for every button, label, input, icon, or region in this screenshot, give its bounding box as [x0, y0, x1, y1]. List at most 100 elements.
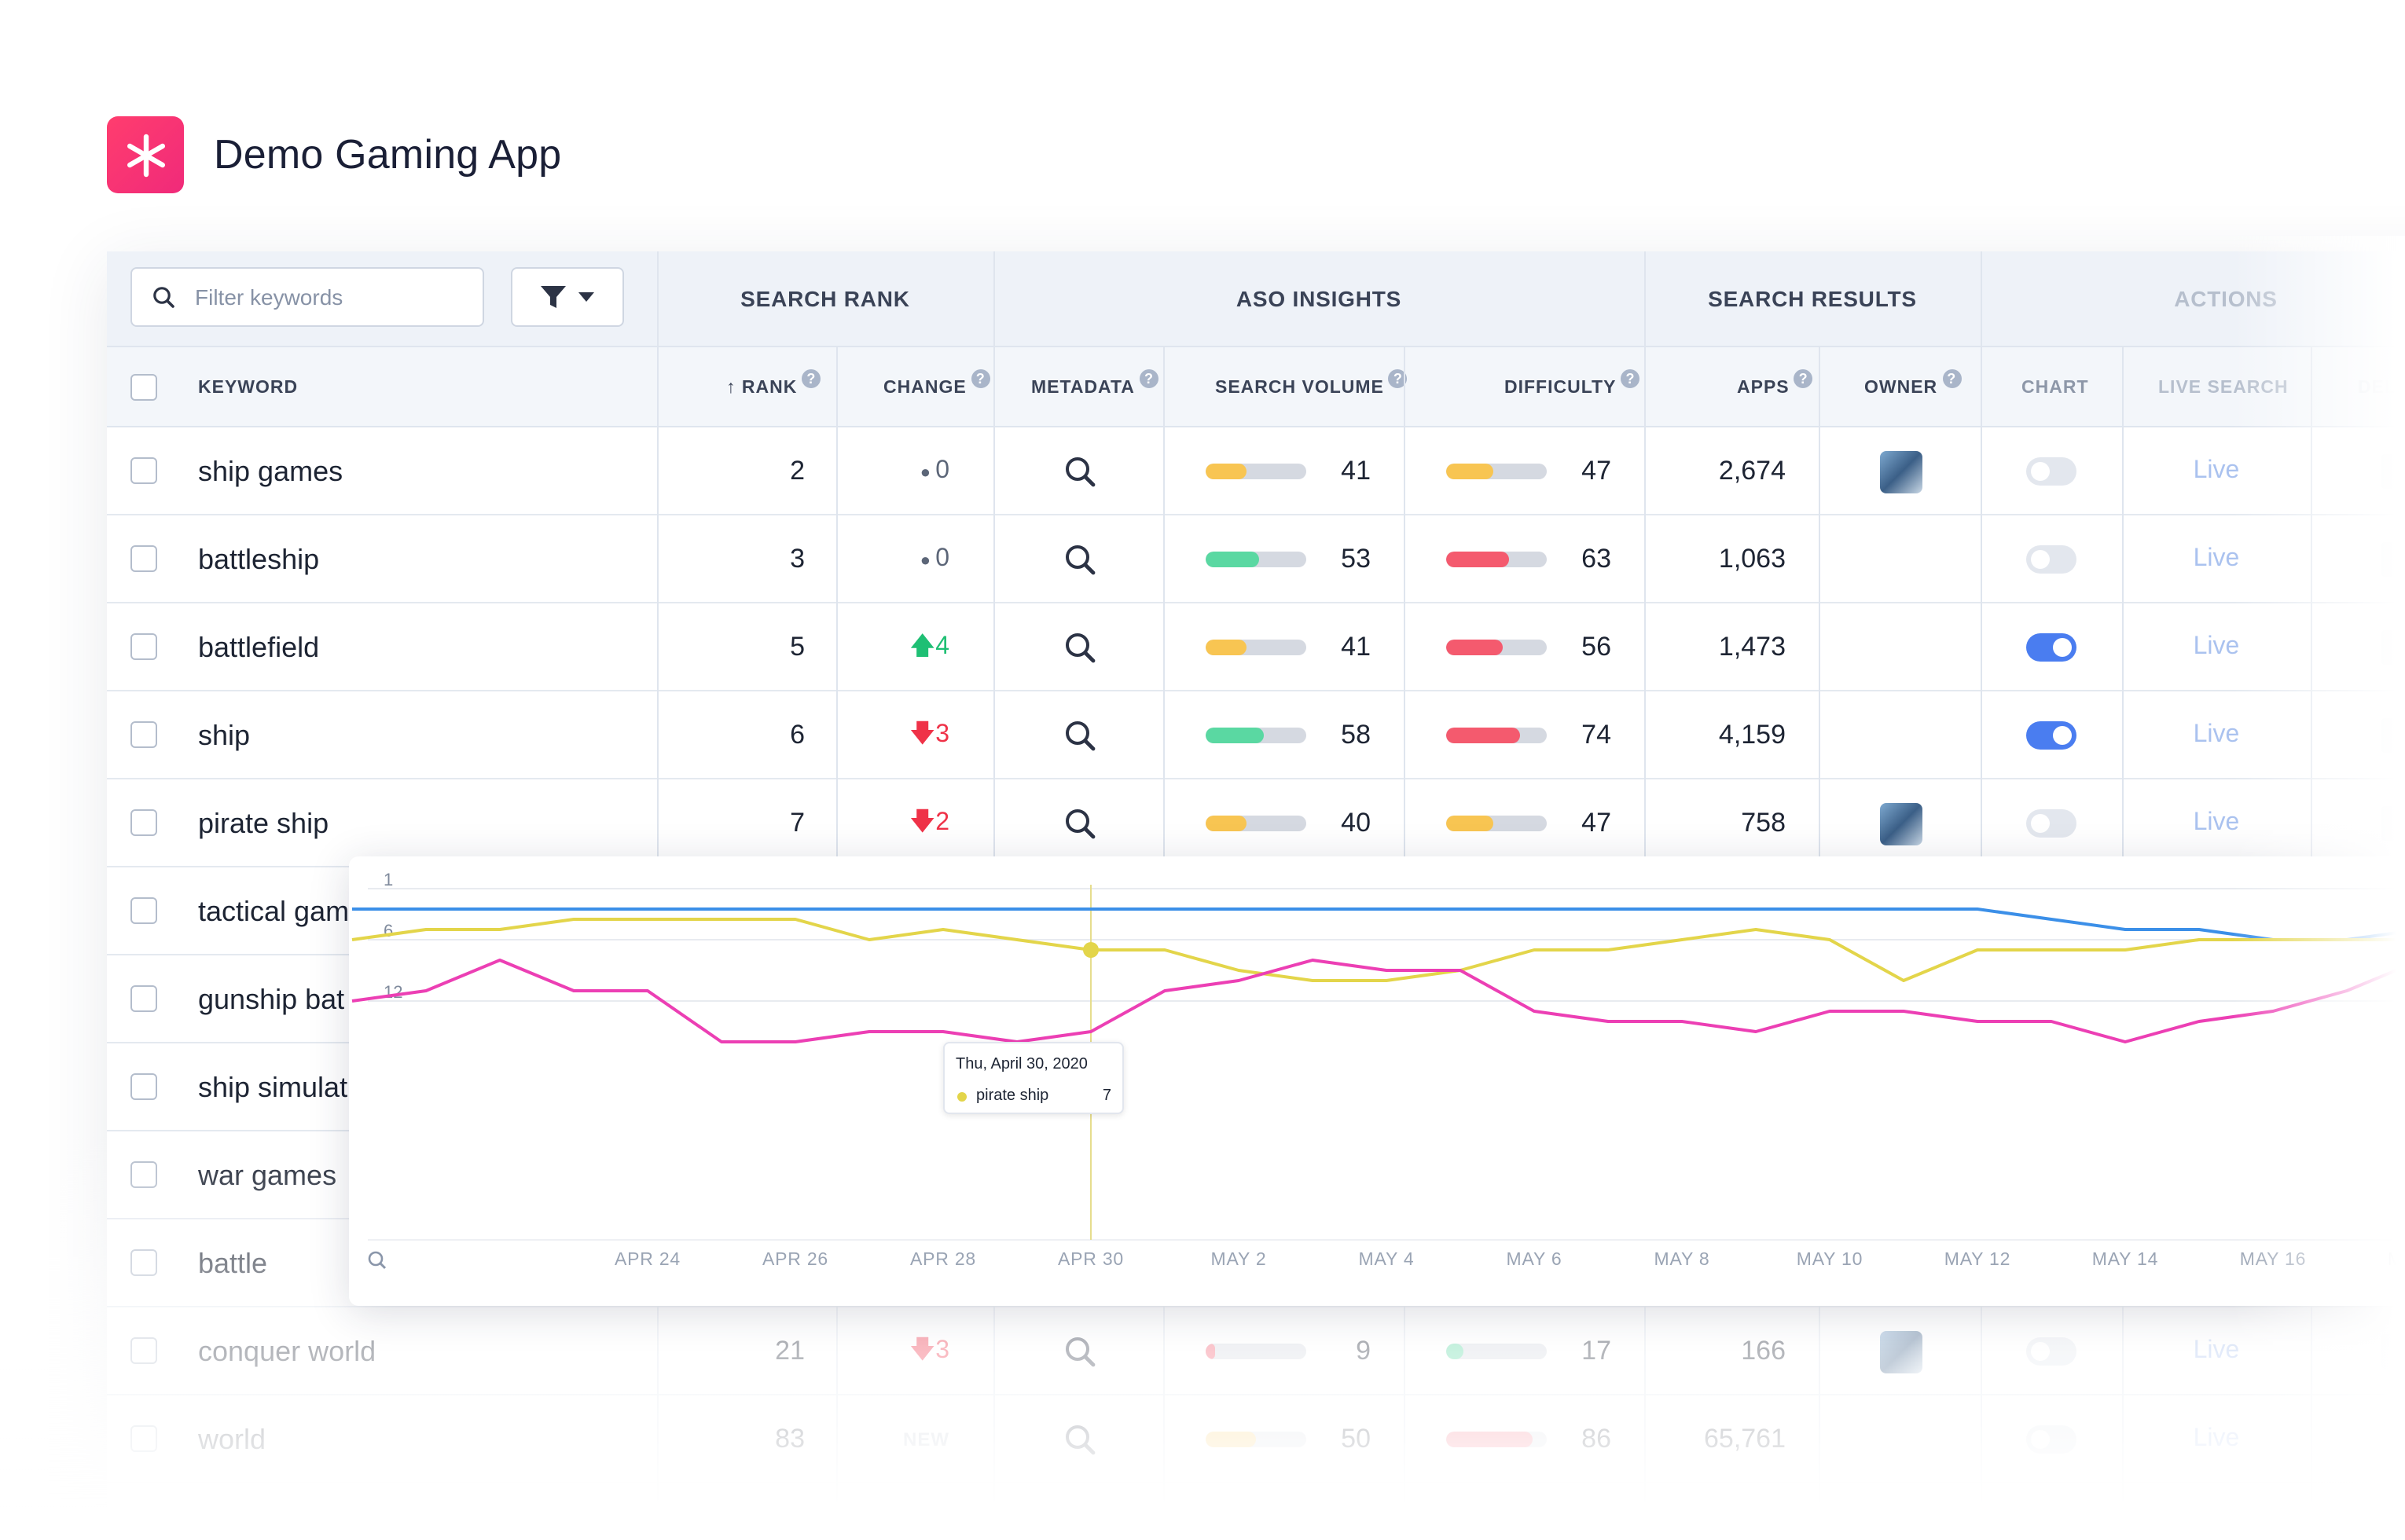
highlight-point[interactable] — [1083, 942, 1099, 958]
rank-history-chart[interactable]: 1 6 12 APR 24 APR 26 APR 28 APR 30 MAY 2 MAY 4 MA… — [349, 856, 2405, 1306]
search-volume-bar-fill — [1206, 728, 1265, 743]
owner-app-icon[interactable] — [1880, 451, 1922, 493]
live-search-link[interactable]: Live — [2193, 633, 2240, 660]
search-volume-value: 40 — [1341, 808, 1371, 838]
neutral-dot-icon: ● — [920, 552, 936, 570]
filter-dropdown-button[interactable] — [511, 267, 624, 327]
search-volume-value: 50 — [1341, 1424, 1371, 1454]
row-checkbox[interactable] — [130, 897, 157, 924]
filter-keywords-box[interactable] — [130, 267, 484, 327]
metadata-search-icon[interactable] — [1064, 544, 1096, 583]
chart-toggle[interactable] — [2026, 1337, 2076, 1366]
metadata-search-icon[interactable] — [1064, 632, 1096, 671]
row-checkbox[interactable] — [130, 1249, 157, 1276]
zoom-icon[interactable] — [368, 1251, 387, 1270]
chart-toggle[interactable] — [2026, 1425, 2076, 1454]
table-row[interactable]: ship 6 🡇3 58 74 4,159 Live — [107, 691, 2405, 779]
chart-toggle[interactable] — [2026, 633, 2076, 662]
asterisk-logo-icon — [107, 116, 184, 193]
live-search-link[interactable]: Live — [2193, 1425, 2240, 1452]
x-tick-label: APR 30 — [1058, 1248, 1124, 1269]
row-checkbox[interactable] — [130, 1161, 157, 1188]
column-header-row: KEYWORD ↑ RANK? CHANGE? METADATA? SEARCH… — [107, 346, 2405, 427]
help-icon[interactable]: ? — [802, 369, 821, 388]
trash-icon[interactable] — [2381, 718, 2403, 753]
change-cell: ● 0 — [836, 427, 949, 515]
live-search-link[interactable]: Live — [2193, 545, 2240, 572]
live-search-link[interactable]: Live — [2193, 457, 2240, 484]
difficulty-value: 47 — [1581, 808, 1611, 838]
help-icon[interactable]: ? — [1942, 369, 1962, 388]
trash-icon[interactable] — [2381, 542, 2403, 577]
chart-toggle[interactable] — [2026, 721, 2076, 750]
help-icon[interactable]: ? — [1794, 369, 1813, 388]
row-checkbox[interactable] — [130, 1073, 157, 1100]
live-search-link[interactable]: Live — [2193, 809, 2240, 836]
col-owner[interactable]: OWNER? — [1864, 347, 1962, 429]
col-metadata[interactable]: METADATA? — [1031, 347, 1158, 429]
column-divider — [1981, 251, 1982, 346]
owner-app-icon[interactable] — [1880, 1331, 1922, 1373]
trash-icon[interactable] — [2381, 1422, 2403, 1457]
live-search-link[interactable]: Live — [2193, 1337, 2240, 1364]
help-icon[interactable]: ? — [1139, 369, 1158, 388]
toggle-knob — [2031, 550, 2050, 569]
col-change[interactable]: CHANGE? — [883, 347, 990, 429]
column-divider — [993, 251, 995, 346]
difficulty-bar — [1446, 816, 1547, 831]
apps-count: 1,063 — [1718, 544, 1786, 574]
metadata-search-icon[interactable] — [1064, 808, 1096, 847]
metadata-search-icon[interactable] — [1064, 456, 1096, 495]
group-header-row: SEARCH RANK ASO INSIGHTS SEARCH RESULTS … — [107, 251, 2405, 346]
row-checkbox[interactable] — [130, 457, 157, 484]
chart-toggle[interactable] — [2026, 457, 2076, 486]
col-search-volume[interactable]: SEARCH VOLUME? — [1215, 347, 1408, 429]
trash-icon[interactable] — [2381, 630, 2403, 665]
col-difficulty[interactable]: DIFFICULTY? — [1504, 347, 1640, 429]
series-line[interactable] — [352, 908, 2405, 941]
table-row[interactable]: pirate ship 7 🡇2 40 47 758 Live — [107, 779, 2405, 867]
metadata-search-icon[interactable] — [1064, 1424, 1096, 1463]
row-checkbox[interactable] — [130, 985, 157, 1012]
row-checkbox[interactable] — [130, 721, 157, 748]
row-checkbox[interactable] — [130, 633, 157, 660]
keyword-cell: ship simulat — [198, 1072, 348, 1103]
table-row[interactable]: conquer world 21 🡇3 9 17 166 Live — [107, 1307, 2405, 1395]
filter-keywords-input[interactable] — [195, 284, 462, 310]
trash-icon[interactable] — [2381, 454, 2403, 489]
help-icon[interactable]: ? — [971, 369, 990, 388]
col-difficulty-label: DIFFICULTY — [1504, 379, 1617, 398]
rank-history-chart-panel[interactable]: 1 6 12 APR 24 APR 26 APR 28 APR 30 MAY 2 MAY 4 MA… — [349, 856, 2405, 1306]
metadata-search-icon[interactable] — [1064, 720, 1096, 759]
search-volume-bar — [1206, 640, 1306, 655]
select-all-checkbox[interactable] — [130, 374, 157, 401]
series-line[interactable] — [351, 959, 2405, 1043]
col-apps[interactable]: APPS? — [1737, 347, 1813, 429]
row-checkbox[interactable] — [130, 809, 157, 836]
series-line[interactable] — [351, 918, 2405, 982]
table-row[interactable]: battlefield 5 🡅4 41 56 1,473 Live — [107, 603, 2405, 691]
apps-count: 65,761 — [1704, 1424, 1786, 1454]
row-checkbox[interactable] — [130, 1425, 157, 1452]
difficulty-bar-fill — [1446, 1432, 1533, 1447]
col-rank[interactable]: ↑ RANK? — [726, 347, 821, 429]
col-live-search: LIVE SEARCH — [2158, 379, 2289, 398]
col-keyword[interactable]: KEYWORD — [198, 379, 299, 398]
owner-app-icon[interactable] — [1880, 803, 1922, 845]
table-row[interactable]: ship games 2 ● 0 41 47 2,674 Live — [107, 427, 2405, 515]
change-value: 2 — [935, 809, 949, 836]
search-volume-bar — [1206, 464, 1306, 479]
help-icon[interactable]: ? — [1621, 369, 1640, 388]
table-row[interactable]: world 83 NEW 50 86 65,761 Live — [107, 1395, 2405, 1483]
chart-toggle[interactable] — [2026, 545, 2076, 574]
trash-icon[interactable] — [2381, 806, 2403, 841]
keyword-cell: conquer world — [198, 1336, 376, 1367]
table-row[interactable]: battleship 3 ● 0 53 63 1,063 Live — [107, 515, 2405, 603]
live-search-link[interactable]: Live — [2193, 721, 2240, 748]
chart-toggle[interactable] — [2026, 809, 2076, 838]
row-checkbox[interactable] — [130, 545, 157, 572]
row-checkbox[interactable] — [130, 1337, 157, 1364]
trash-icon[interactable] — [2381, 1334, 2403, 1369]
arrow-down-icon: 🡇 — [909, 1337, 936, 1364]
metadata-search-icon[interactable] — [1064, 1336, 1096, 1375]
